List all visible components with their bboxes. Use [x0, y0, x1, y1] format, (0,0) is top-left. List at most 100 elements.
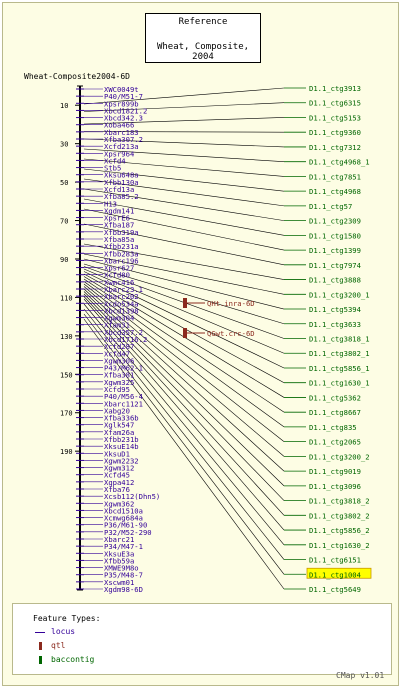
marker-label[interactable]: Stb5 [104, 164, 121, 173]
marker-label[interactable]: Xbcd1510a [104, 506, 143, 515]
qtl-bar[interactable] [183, 328, 187, 338]
marker-label[interactable]: Xcfd4 [104, 156, 126, 165]
qtl-bar[interactable] [183, 298, 187, 308]
marker-label[interactable]: Xbarc1121 [104, 399, 143, 408]
contig-label[interactable]: D1.1_ctg4968_1 [309, 158, 370, 167]
contig-label[interactable]: D1.1_ctg3802_2 [309, 511, 370, 520]
contig-label[interactable]: D1.1_ctg5856_1 [309, 364, 370, 373]
marker-label[interactable]: XksuE3a [104, 549, 134, 558]
marker-label[interactable]: Xfba76 [104, 485, 130, 494]
contig-label[interactable]: D1.1_ctg6151 [309, 556, 361, 565]
marker-label[interactable]: Xfba336b [104, 414, 139, 423]
marker-label[interactable]: Xbarc183 [104, 128, 139, 137]
marker-label[interactable]: Xglk547 [104, 421, 134, 430]
marker-label[interactable]: Xfba85.2 [104, 192, 139, 201]
contig-label[interactable]: D1.1_ctg57 [309, 202, 352, 211]
marker-label[interactable]: Xfba381 [104, 371, 134, 380]
marker-label[interactable]: Xpsr964 [104, 149, 134, 158]
marker-label[interactable]: Xcfd13a [104, 185, 134, 194]
marker-label[interactable]: Xgwm312 [104, 464, 134, 473]
marker-label[interactable]: Xcfd213a [104, 142, 139, 151]
marker-label[interactable]: Xbcd357.2 [104, 328, 143, 337]
contig-label[interactable]: D1.1_ctg3913 [309, 84, 361, 93]
marker-label[interactable]: P32/M52-290 [104, 528, 152, 537]
marker-label[interactable]: Xgwm325 [104, 378, 134, 387]
marker-label[interactable]: Xcfd45 [104, 471, 130, 480]
contig-label[interactable]: D1.1_ctg7312 [309, 143, 361, 152]
marker-label[interactable]: Xfam31 [104, 321, 130, 330]
marker-label[interactable]: P36/M61-90 [104, 521, 147, 530]
contig-label[interactable]: D1.1_ctg5394 [309, 305, 361, 314]
marker-label[interactable]: Xcfd47 [104, 349, 130, 358]
marker-label[interactable]: H13 [104, 199, 117, 208]
marker-label[interactable]: Xbarc21 [104, 535, 134, 544]
contig-label[interactable]: D1.1_ctg9019 [309, 467, 361, 476]
marker-label[interactable]: Xbarc196 [104, 256, 139, 265]
version-label[interactable]: CMap v1.01 [336, 671, 385, 680]
marker-label[interactable]: XksuD1 [104, 449, 130, 458]
marker-label[interactable]: Xfba85a [104, 235, 134, 244]
contig-label[interactable]: D1.1_ctg3818_2 [309, 497, 370, 506]
contig-label[interactable]: D1.1_ctg9360 [309, 128, 361, 137]
marker-label[interactable]: Xabg20 [104, 406, 130, 415]
contig-label[interactable]: D1.1_ctg3633 [309, 320, 361, 329]
marker-label[interactable]: Xfam26a [104, 428, 134, 437]
marker-label[interactable]: Xbcd1821.2 [104, 106, 147, 115]
marker-label[interactable]: XMWE9M8o [104, 564, 139, 573]
marker-label[interactable]: P43/M62-1 [104, 364, 143, 373]
contig-label[interactable]: D1.1_ctg835 [309, 423, 357, 432]
marker-label[interactable]: Xgdm98-6D [104, 585, 143, 594]
marker-label[interactable]: Xwmc416 [104, 278, 134, 287]
marker-label[interactable]: Xgdm141 [104, 206, 134, 215]
marker-label[interactable]: P34/M47-1 [104, 542, 143, 551]
contig-label[interactable]: D1.1_ctg1399 [309, 246, 361, 255]
contig-label[interactable]: D1.1_ctg3802_1 [309, 349, 370, 358]
contig-label[interactable]: D1.1_ctg7974 [309, 261, 361, 270]
marker-label[interactable]: Xfbb59a [104, 556, 134, 565]
marker-label[interactable]: XpsrE6 [104, 214, 130, 223]
contig-label[interactable]: D1.1_ctg5856_2 [309, 526, 370, 535]
marker-label[interactable]: Xfbb130a [104, 178, 139, 187]
contig-label[interactable]: D1.1_ctg3200_2 [309, 452, 370, 461]
marker-label[interactable]: Xpsr627 [104, 264, 134, 273]
marker-label[interactable]: Xcfd80 [104, 271, 130, 280]
marker-label[interactable]: Xbcd1716.2 [104, 335, 147, 344]
marker-label[interactable]: Xfbb283a [104, 249, 139, 258]
marker-label[interactable]: Xcfd287 [104, 342, 134, 351]
contig-label[interactable]: D1.1_ctg3888 [309, 276, 361, 285]
marker-label[interactable]: Xbarc23.1 [104, 285, 143, 294]
contig-label[interactable]: D1.1_ctg4968 [309, 187, 361, 196]
marker-label[interactable]: Xbarc202 [104, 292, 139, 301]
contig-label[interactable]: D1.1_ctg1580 [309, 231, 361, 240]
contig-label[interactable]: D1.1_ctg5362 [309, 393, 361, 402]
contig-label[interactable]: D1.1_ctg8667 [309, 408, 361, 417]
marker-label[interactable]: Xbcd1398 [104, 306, 139, 315]
marker-label[interactable]: Xcmwg684a [104, 514, 143, 523]
contig-label[interactable]: D1.1_ctg3200_1 [309, 290, 370, 299]
contig-label[interactable]: D1.1_ctg3818_1 [309, 335, 370, 344]
qtl-label[interactable]: QGwt.crc-6D [207, 329, 255, 338]
marker-label[interactable]: Xbcd342.3 [104, 114, 143, 123]
marker-label[interactable]: Xgwm2232 [104, 456, 139, 465]
marker-label[interactable]: Xcfd95 [104, 385, 130, 394]
marker-label[interactable]: Xcdo534a [104, 299, 139, 308]
marker-label[interactable]: Xfbb319a [104, 228, 139, 237]
contig-label[interactable]: D1.1_ctg7851 [309, 172, 361, 181]
marker-label[interactable]: Xscwm01 [104, 578, 134, 587]
qtl-label[interactable]: QHt.inra-6D [207, 299, 255, 308]
marker-label[interactable]: Xgwm304 [104, 314, 134, 323]
marker-label[interactable]: XWC0049t [104, 85, 139, 94]
contig-label[interactable]: D1.1_ctg1630_2 [309, 541, 370, 550]
contig-label[interactable]: D1.1_ctg3096 [309, 482, 361, 491]
marker-label[interactable]: Xgwm306 [104, 356, 134, 365]
marker-label[interactable]: Xksu648a [104, 171, 139, 180]
marker-label[interactable]: Xcsb112(Dhn5) [104, 492, 160, 501]
map-title[interactable]: Wheat-Composite2004-6D [24, 72, 130, 81]
contig-label[interactable]: D1.1_ctg5153 [309, 113, 361, 122]
contig-label[interactable]: D1.1_ctg2309 [309, 217, 361, 226]
marker-label[interactable]: Xpsr899b [104, 99, 139, 108]
marker-label[interactable]: Xfbb231a [104, 242, 139, 251]
contig-label[interactable]: D1.1_ctg1630_1 [309, 379, 370, 388]
marker-label[interactable]: Xfba187 [104, 221, 134, 230]
marker-label[interactable]: Xgpa412 [104, 478, 134, 487]
